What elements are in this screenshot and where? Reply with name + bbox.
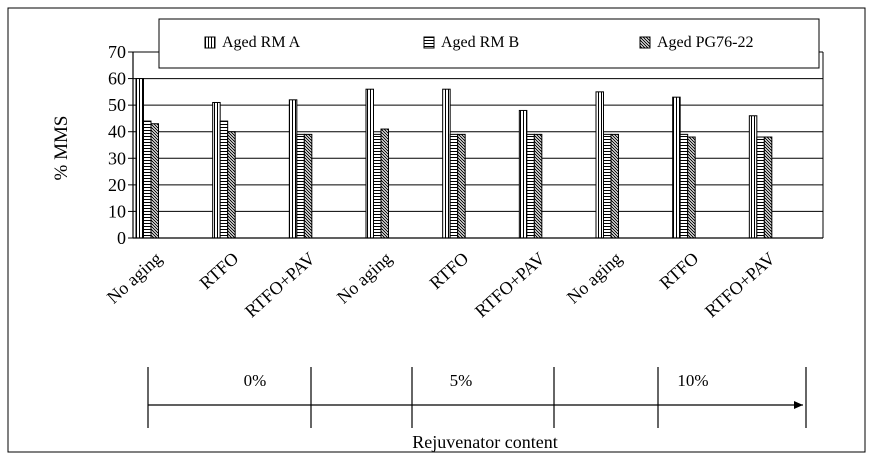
- group-label-5: 5%: [450, 371, 473, 390]
- group-label-0: 0%: [244, 371, 267, 390]
- legend: Aged RM A Aged RM B Aged PG76-22: [158, 18, 820, 69]
- legend-item-aged-pg76-22: Aged PG76-22: [639, 34, 753, 51]
- y-tick-label: 10: [108, 201, 126, 221]
- x-axis-label: Rejuvenator content: [412, 432, 557, 452]
- bar-aged-rm-a: [748, 115, 758, 239]
- y-tick-label: 50: [108, 95, 126, 115]
- bar-aged-rm-b: [296, 133, 305, 239]
- y-tick-label: 20: [108, 175, 126, 195]
- bar-aged-rm-b: [219, 120, 229, 239]
- legend-item-aged-rm-a: Aged RM A: [204, 34, 301, 51]
- legend-swatch-aged-rm-a: [204, 36, 216, 49]
- bar-aged-pg76-22: [610, 133, 619, 239]
- bar-aged-rm-a: [595, 91, 604, 239]
- group-label-10: 10%: [677, 371, 708, 390]
- bar-aged-pg76-22: [150, 123, 159, 239]
- y-tick-label: 30: [108, 148, 126, 168]
- bar-aged-rm-a: [288, 99, 298, 239]
- bar-aged-rm-b: [526, 133, 535, 239]
- legend-box: [158, 18, 820, 69]
- bar-aged-pg76-22: [533, 133, 543, 239]
- y-axis-label: % MMS: [51, 116, 72, 181]
- bar-aged-rm-b: [679, 133, 689, 239]
- bar-aged-rm-b: [373, 133, 382, 239]
- bar-aged-rm-a: [518, 109, 528, 239]
- axes: [128, 51, 824, 239]
- bar-aged-rm-a: [135, 78, 144, 239]
- bar-aged-rm-b: [449, 133, 459, 239]
- y-tick-label: 0: [117, 228, 126, 248]
- bar-aged-pg76-22: [763, 136, 773, 239]
- bar-aged-rm-a: [212, 101, 221, 239]
- bar-aged-rm-b: [603, 133, 612, 239]
- bar-aged-pg76-22: [687, 136, 696, 239]
- bar-aged-pg76-22: [380, 128, 389, 239]
- legend-swatch-aged-pg76-22: [639, 36, 651, 49]
- rejuvenator-group-axis: 0% 5% 10%: [147, 367, 807, 428]
- y-tick-labels: 0 10 20 30 40 50 60 70: [108, 42, 126, 248]
- bar-aged-pg76-22: [457, 133, 466, 239]
- arrow-head-icon: [794, 401, 803, 409]
- bar-aged-rm-a: [365, 88, 374, 239]
- bar-aged-rm-b: [143, 120, 152, 239]
- y-tick-label: 40: [108, 122, 126, 142]
- legend-label-aged-rm-a: Aged RM A: [222, 34, 301, 51]
- legend-swatch-aged-rm-b: [423, 36, 435, 49]
- y-tick-label: 60: [108, 69, 126, 89]
- bar-aged-rm-b: [756, 136, 765, 239]
- bar-aged-pg76-22: [227, 131, 236, 239]
- legend-label-aged-rm-b: Aged RM B: [441, 34, 519, 51]
- bar-aged-rm-a: [672, 96, 681, 239]
- y-tick-label: 70: [108, 42, 126, 62]
- bar-aged-rm-a: [442, 88, 451, 239]
- legend-item-aged-rm-b: Aged RM B: [423, 34, 519, 51]
- bar-aged-pg76-22: [303, 133, 313, 239]
- legend-label-aged-pg76-22: Aged PG76-22: [657, 34, 753, 51]
